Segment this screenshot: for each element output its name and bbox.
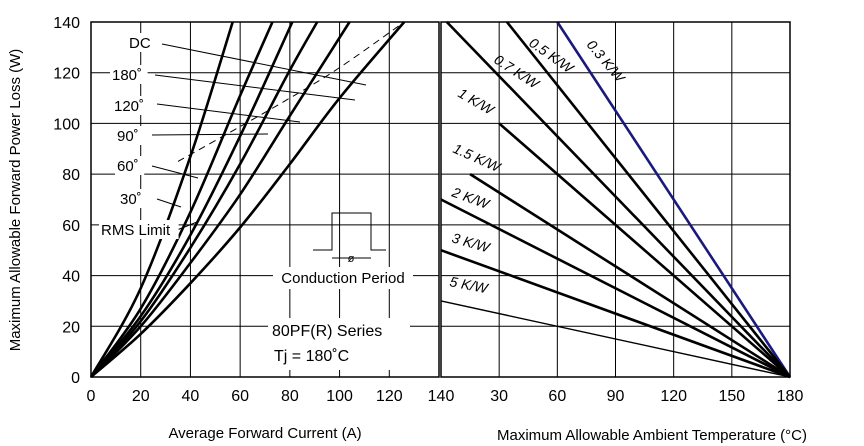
leader-rms-limit <box>176 221 198 231</box>
curve-60 <box>89 21 274 378</box>
label-dc: DC <box>129 35 151 52</box>
line-1-5-k-w <box>469 173 791 379</box>
label-bg-180 <box>110 65 148 84</box>
right-x-tick-labels: 140 30 60 90 120 150 180 <box>428 388 804 405</box>
conduction-phase-symbol: ø <box>348 253 355 265</box>
conduction-waveform <box>313 212 386 251</box>
right-x-tick-180: 180 <box>777 388 804 405</box>
label-bg-120 <box>112 96 150 115</box>
line-0-3-k-w <box>556 21 792 378</box>
label-90: 90˚ <box>117 128 139 145</box>
y-tick-0: 0 <box>71 370 80 387</box>
y-tick-20: 20 <box>62 319 80 336</box>
label-1-k-w: 1 K/W <box>456 85 499 119</box>
line-3-k-w <box>440 248 791 379</box>
label-leader-lines <box>151 43 367 231</box>
leader-60 <box>151 165 199 179</box>
line-1-k-w <box>498 122 791 378</box>
left-x-tick-120: 120 <box>376 388 403 405</box>
left-x-tick-0: 0 <box>87 388 96 405</box>
label-rms-limit: RMS Limit <box>101 222 171 239</box>
label-bg-rms-limit <box>99 220 179 239</box>
curve-180 <box>90 21 351 378</box>
left-plot-frame <box>90 21 440 378</box>
line-2-k-w <box>440 198 791 379</box>
leader-30 <box>156 198 182 208</box>
line-0-5-k-w <box>505 21 792 378</box>
label-0-3-k-w: 0.3 K/W <box>584 37 629 87</box>
y-tick-120: 120 <box>53 66 80 83</box>
line-5-k-w <box>440 300 791 378</box>
y-tick-140: 140 <box>53 15 80 32</box>
label-bg-dc <box>127 33 148 52</box>
left-x-tick-40: 40 <box>182 388 200 405</box>
leader-90 <box>151 133 269 136</box>
left-x-tick-60: 60 <box>231 388 249 405</box>
label-3-k-w: 3 K/W <box>450 230 493 256</box>
series-title: 80PF(R) Series <box>272 323 382 340</box>
leader-120 <box>156 103 301 123</box>
label-120: 120˚ <box>114 98 144 115</box>
junction-temp-condition: Tj = 180˚C <box>274 348 349 365</box>
label-bg-90 <box>115 126 145 145</box>
label-1-5-k-w: 1.5 K/W <box>451 140 505 176</box>
curve-30 <box>89 21 234 378</box>
label-60: 60˚ <box>117 158 139 175</box>
y-tick-40: 40 <box>62 269 80 286</box>
left-x-axis-label: Average Forward Current (A) <box>168 425 361 442</box>
leader-dc <box>161 43 367 86</box>
label-bg-30 <box>118 189 148 208</box>
conduction-period-inset: ø Conduction Period <box>273 212 413 289</box>
right-plot-frame <box>440 21 791 378</box>
line-0-7-k-w <box>445 21 791 378</box>
left-x-tick-100: 100 <box>326 388 353 405</box>
right-x-tick-30: 30 <box>490 388 508 405</box>
label-bg-60 <box>115 156 145 175</box>
label-30: 30˚ <box>120 191 142 208</box>
conduction-label-bg <box>273 267 413 289</box>
left-x-tick-labels: 0 20 40 60 80 100 120 <box>87 388 403 405</box>
right-x-tick-90: 90 <box>607 388 625 405</box>
y-tick-60: 60 <box>62 218 80 235</box>
left-chart-curves <box>89 21 406 378</box>
y-tick-80: 80 <box>62 167 80 184</box>
right-x-tick-150: 150 <box>718 388 745 405</box>
y-axis-label: Maximum Allowable Forward Power Loss (W) <box>7 49 24 352</box>
series-title-bg <box>268 318 410 370</box>
curve-rms-limit <box>177 21 405 162</box>
y-tick-labels: 0 20 40 60 80 100 120 140 <box>53 15 80 387</box>
label-180: 180˚ <box>112 67 142 84</box>
right-x-axis-label: Maximum Allowable Ambient Temperature (°… <box>497 427 807 444</box>
curve-90 <box>89 21 294 378</box>
right-x-tick-60: 60 <box>548 388 566 405</box>
label-5-k-w: 5 K/W <box>448 273 490 296</box>
conduction-period-label: Conduction Period <box>281 270 404 287</box>
leader-180 <box>154 74 356 101</box>
right-x-tick-120: 120 <box>660 388 687 405</box>
right-x-tick-140: 140 <box>428 388 455 405</box>
right-chart-curves <box>440 21 792 379</box>
y-tick-100: 100 <box>53 116 80 133</box>
left-x-tick-80: 80 <box>281 388 299 405</box>
left-x-tick-20: 20 <box>132 388 150 405</box>
